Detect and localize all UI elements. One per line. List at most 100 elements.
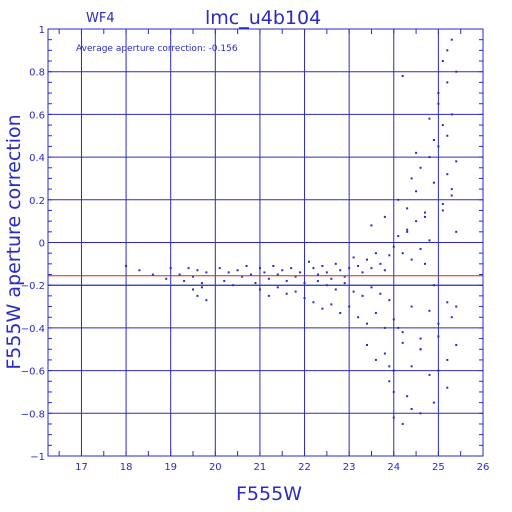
- data-point: [410, 305, 413, 308]
- data-point: [196, 294, 199, 297]
- data-point: [276, 286, 279, 289]
- data-point: [343, 282, 346, 285]
- data-point: [192, 288, 194, 291]
- data-point: [294, 275, 297, 278]
- data-point: [339, 311, 342, 314]
- data-point: [432, 401, 435, 404]
- data-point: [450, 188, 453, 191]
- data-point: [406, 230, 409, 233]
- data-point: [437, 145, 440, 148]
- x-axis-title: F555W: [236, 483, 302, 505]
- data-point: [424, 262, 426, 265]
- grid-lines: [48, 29, 483, 456]
- data-point: [392, 416, 395, 419]
- data-point: [428, 239, 431, 242]
- x-tick-label: 17: [75, 462, 88, 473]
- data-point: [196, 269, 199, 272]
- data-point: [316, 279, 319, 282]
- data-point: [446, 134, 449, 137]
- data-point: [348, 305, 351, 308]
- x-tick-label: 20: [209, 462, 222, 473]
- data-point: [401, 74, 404, 77]
- data-point: [312, 267, 315, 270]
- data-point: [446, 301, 449, 304]
- y-tick-label: 0.4: [29, 153, 45, 164]
- data-point: [357, 264, 360, 267]
- data-point: [281, 269, 284, 272]
- data-point: [125, 264, 128, 267]
- data-point: [383, 269, 386, 272]
- data-point: [330, 303, 333, 306]
- data-point: [441, 60, 444, 63]
- data-point: [424, 211, 426, 214]
- data-point: [236, 269, 239, 272]
- y-tick-label: −0.4: [21, 324, 45, 335]
- data-point: [334, 288, 337, 291]
- data-point: [370, 286, 373, 289]
- data-point: [428, 117, 431, 120]
- y-axis-title: F555W aperture correction: [3, 114, 25, 369]
- data-point: [183, 279, 186, 282]
- x-tick-label: 26: [477, 462, 490, 473]
- data-point: [450, 194, 453, 197]
- data-point: [397, 198, 400, 201]
- data-point: [374, 358, 377, 361]
- data-point: [254, 282, 257, 285]
- data-point: [205, 299, 208, 302]
- data-point: [366, 343, 368, 346]
- data-point: [455, 70, 458, 73]
- data-point: [303, 282, 306, 285]
- detector-label: WF4: [86, 11, 115, 26]
- data-point: [321, 307, 324, 310]
- data-point: [285, 292, 288, 295]
- data-point: [441, 209, 444, 212]
- data-point: [437, 92, 440, 95]
- data-point: [187, 267, 190, 270]
- x-tick-label: 18: [120, 462, 133, 473]
- data-point: [303, 297, 306, 300]
- x-tick-label: 23: [343, 462, 356, 473]
- data-point: [441, 124, 444, 127]
- data-point: [138, 269, 141, 272]
- data-point: [419, 412, 422, 415]
- data-point: [241, 275, 244, 278]
- y-tick-label: 0.8: [29, 68, 45, 79]
- data-point: [361, 294, 364, 297]
- data-point: [437, 102, 440, 105]
- y-tick-label: −0.8: [21, 409, 45, 420]
- data-point: [428, 156, 431, 159]
- y-tick-label: 1: [39, 25, 45, 36]
- data-point: [285, 279, 288, 282]
- data-point: [383, 326, 386, 329]
- y-tick-label: 0.6: [29, 110, 45, 121]
- data-point: [290, 267, 293, 270]
- data-point: [419, 337, 422, 340]
- data-point: [401, 252, 404, 255]
- data-point: [223, 279, 226, 282]
- data-point: [325, 271, 328, 274]
- data-point: [419, 247, 422, 250]
- data-point: [339, 269, 342, 272]
- data-point: [437, 369, 440, 372]
- data-point: [397, 326, 400, 329]
- data-point: [446, 173, 449, 176]
- data-point: [410, 258, 413, 261]
- data-point: [200, 282, 203, 285]
- x-tick-label: 24: [387, 462, 400, 473]
- y-tick-label: −1: [30, 452, 45, 463]
- data-points: [125, 38, 458, 425]
- data-point: [388, 299, 391, 302]
- data-point: [330, 277, 333, 280]
- data-point: [428, 309, 431, 312]
- data-point: [432, 139, 435, 142]
- data-point: [388, 365, 391, 368]
- data-point: [401, 422, 404, 425]
- data-point: [410, 177, 413, 180]
- y-tick-label: 0: [39, 239, 45, 250]
- data-point: [334, 262, 337, 265]
- y-tick-label: 0.2: [29, 196, 45, 207]
- data-point: [357, 316, 360, 319]
- data-point: [437, 322, 440, 325]
- data-point: [419, 166, 422, 169]
